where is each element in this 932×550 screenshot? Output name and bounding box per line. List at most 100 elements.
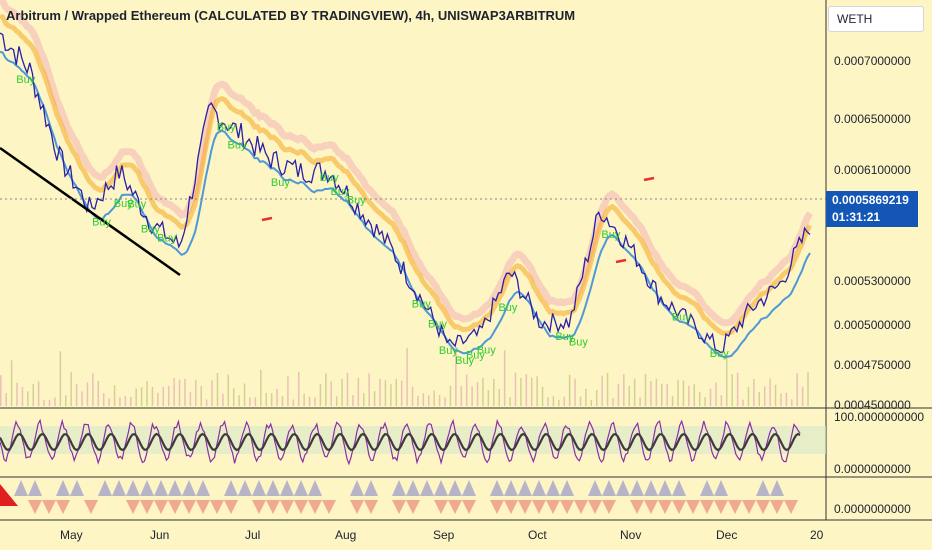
volume-bar <box>438 395 441 406</box>
volume-bar <box>720 395 723 406</box>
down-triangle <box>756 500 770 514</box>
volume-bar <box>482 377 484 406</box>
volume-bar <box>574 378 576 406</box>
buy-label: Buy <box>127 199 146 211</box>
volume-bar <box>612 398 614 406</box>
indicator-bands <box>0 0 814 358</box>
volume-bar <box>763 386 766 406</box>
volume-bar <box>162 387 165 406</box>
volume-bar <box>205 399 208 406</box>
time-tick: Aug <box>335 528 357 542</box>
volume-bar <box>254 397 257 406</box>
volume-bar <box>433 390 435 406</box>
volume-bar <box>568 374 571 406</box>
volume-bar <box>70 372 72 406</box>
volume-bar <box>801 386 804 406</box>
volume-bar <box>243 383 246 406</box>
down-triangle <box>294 500 308 514</box>
band-line <box>0 13 813 336</box>
volume-bar <box>5 393 7 406</box>
volume-bar <box>536 376 538 406</box>
time-tick: Dec <box>716 528 738 542</box>
volume-bar <box>520 377 522 406</box>
buy-label: Buy <box>569 336 588 348</box>
down-triangle <box>210 500 224 514</box>
volume-bar <box>785 392 788 406</box>
volume-bar <box>265 393 267 406</box>
volume-bar <box>644 373 647 406</box>
oscillator-tick: 100.0000000000 <box>834 410 925 424</box>
up-triangle <box>350 480 364 496</box>
volume-bar <box>650 381 652 406</box>
up-triangle <box>518 480 532 496</box>
trendline[interactable] <box>0 146 181 277</box>
down-triangle <box>168 500 182 514</box>
volume-bar <box>606 372 609 406</box>
volume-bar <box>330 381 333 406</box>
down-triangle <box>280 500 294 514</box>
volume-bar <box>633 378 636 406</box>
volume-bar <box>238 395 240 406</box>
down-triangle <box>196 500 210 514</box>
down-triangle <box>84 500 98 514</box>
buy-label: Buy <box>16 74 35 86</box>
down-triangle <box>490 500 504 514</box>
volume-bar <box>530 377 533 406</box>
volume-bar <box>113 385 116 406</box>
down-triangle <box>364 500 378 514</box>
time-tick: May <box>60 528 83 542</box>
volume-bar <box>753 378 755 406</box>
volume-bar <box>373 391 376 406</box>
volume-bar <box>682 380 685 406</box>
volume-bar <box>715 382 717 406</box>
buy-label: Buy <box>439 345 458 357</box>
volume-bar <box>688 385 690 406</box>
down-triangle <box>448 500 462 514</box>
up-triangle <box>238 480 252 496</box>
volume-bar <box>471 386 473 406</box>
volume-bar <box>769 378 771 406</box>
buy-label: Buy <box>228 139 247 151</box>
up-triangle <box>700 480 714 496</box>
up-triangle <box>112 480 126 496</box>
up-triangle <box>546 480 560 496</box>
volume-bar <box>363 393 365 406</box>
buy-label: Buy <box>555 331 574 343</box>
volume-bar <box>227 374 230 406</box>
volume-bar <box>525 374 528 406</box>
down-triangle <box>658 500 672 514</box>
volume-bar <box>325 373 327 406</box>
volume-bar <box>758 391 761 406</box>
volume-bar <box>791 399 793 406</box>
volume-bar <box>623 374 625 406</box>
volume-bar <box>189 392 192 406</box>
volume-bar <box>726 356 728 406</box>
signal-tick: 0.0000000000 <box>834 502 911 516</box>
price-tick: 0.0004750000 <box>834 358 911 372</box>
price-tick: 0.0006500000 <box>834 112 911 126</box>
down-triangle <box>462 500 476 514</box>
up-triangle <box>532 480 546 496</box>
buy-label: Buy <box>455 355 474 367</box>
volume-bar <box>303 393 305 406</box>
volume-bar <box>151 386 154 406</box>
up-triangle <box>98 480 112 496</box>
down-triangle <box>714 500 728 514</box>
volume-bar <box>167 386 170 406</box>
volume-bar <box>16 382 18 406</box>
price-tick: 0.0006100000 <box>834 163 911 177</box>
sell-marker <box>643 176 655 182</box>
down-triangle <box>42 500 56 514</box>
buy-label: Buy <box>710 348 729 360</box>
volume-bar <box>43 399 45 406</box>
down-triangle <box>574 500 588 514</box>
volume-bar <box>780 393 782 406</box>
volume-bar <box>395 378 398 406</box>
volume-bar <box>547 397 549 406</box>
up-triangle <box>672 480 686 496</box>
symbol-search-box[interactable]: WETH <box>828 6 924 32</box>
volume-bar <box>807 372 809 406</box>
up-triangle <box>182 480 196 496</box>
last-price-tag: 0.0005869219 01:31:21 <box>826 191 918 227</box>
